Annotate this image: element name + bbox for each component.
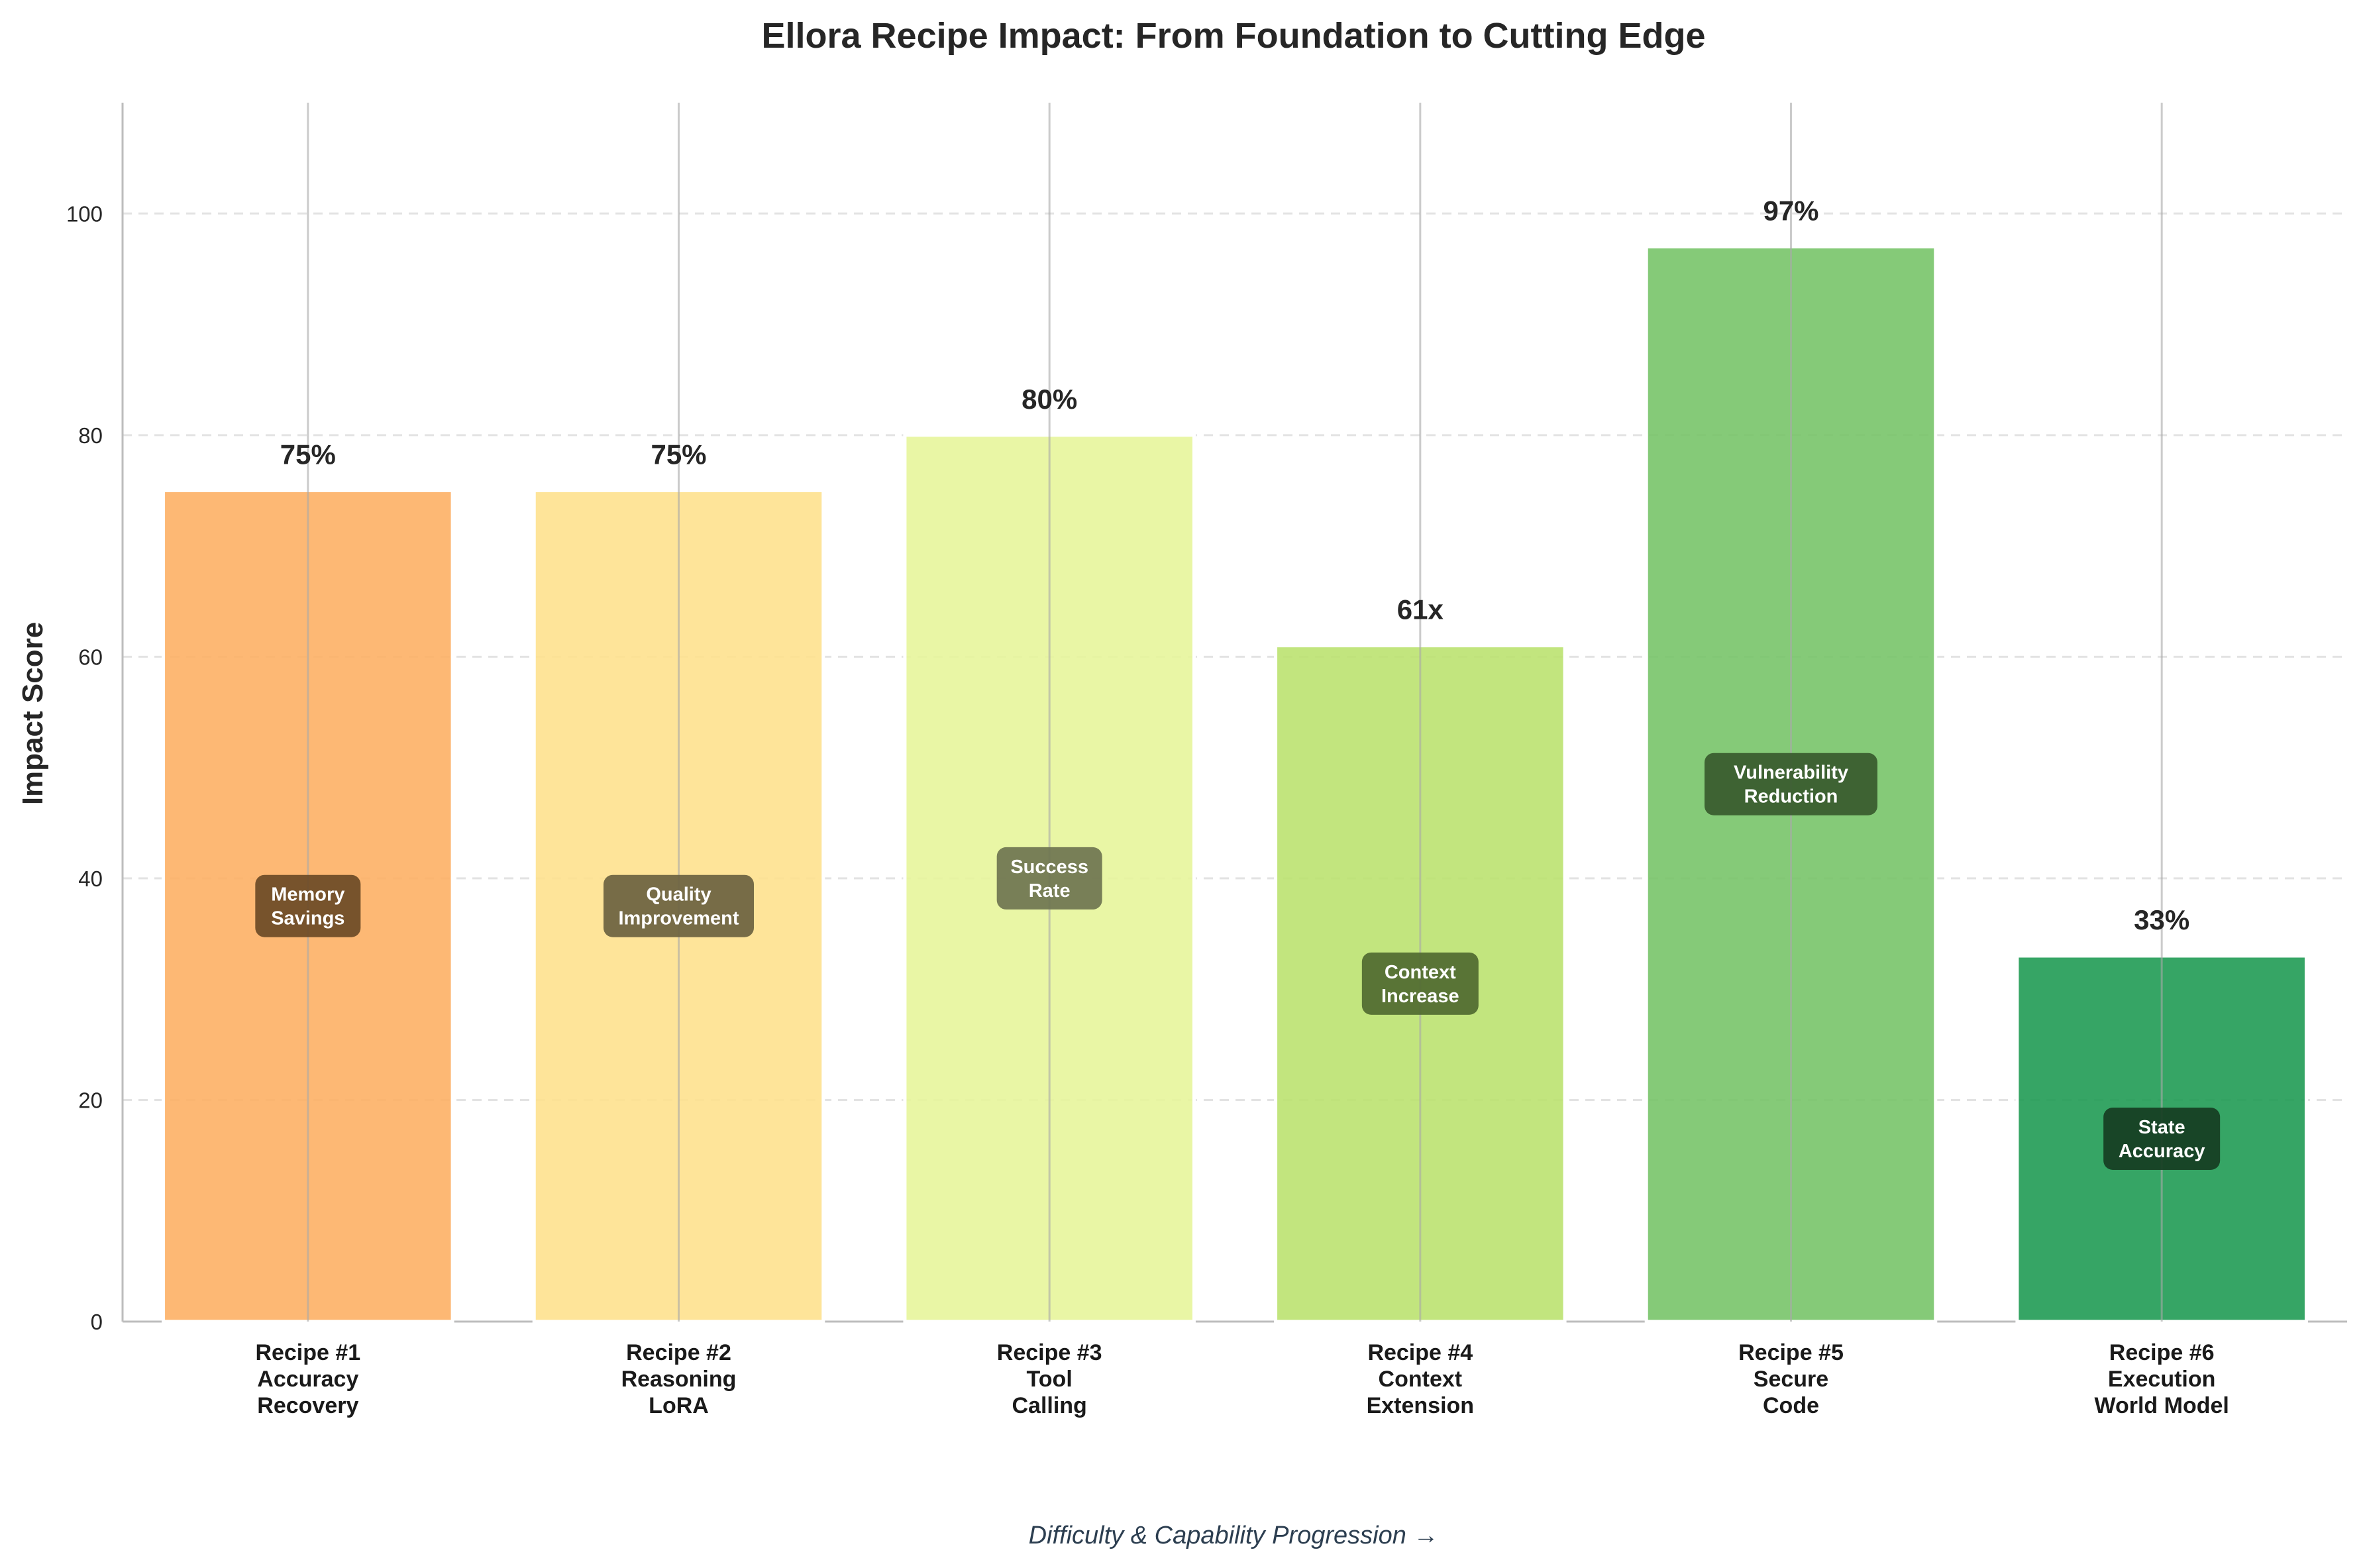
axes	[121, 103, 2347, 1323]
x-tick-label: Extension	[1367, 1393, 1474, 1418]
x-tick-label: Accuracy	[257, 1367, 358, 1392]
x-tick-label: Tool	[1027, 1367, 1073, 1392]
x-tick-label: Recipe #5	[1738, 1340, 1844, 1365]
metric-label-text: Improvement	[618, 908, 739, 929]
metric-label-text: Quality	[646, 884, 711, 906]
x-tick-label: Reasoning	[621, 1367, 737, 1392]
metric-label-box	[2103, 1108, 2221, 1170]
metric-label-text: Context	[1385, 962, 1456, 983]
x-tick-label: Code	[1763, 1393, 1819, 1418]
y-tick-label: 100	[66, 201, 103, 226]
metric-label-text: Accuracy	[2119, 1141, 2205, 1162]
x-tick-label: Recipe #6	[2109, 1340, 2215, 1365]
metric-label-text: Rate	[1029, 880, 1071, 902]
x-axis-label: Difficulty & Capability Progression →	[1029, 1522, 1439, 1549]
value-label: 61x	[1397, 594, 1444, 625]
metric-label-text: Success	[1010, 857, 1088, 878]
x-tick-label: Recipe #3	[997, 1340, 1102, 1365]
x-tick-label: Recipe #1	[255, 1340, 360, 1365]
value-label: 75%	[651, 439, 706, 470]
bar-guide-lines	[307, 103, 2163, 1322]
y-axis-label: Impact Score	[17, 622, 49, 805]
x-tick-label: LoRA	[649, 1393, 709, 1418]
metric-label-text: State	[2138, 1117, 2185, 1138]
x-tick-label: Recovery	[257, 1393, 358, 1418]
metric-label-box	[996, 847, 1102, 910]
x-tick-label: Recipe #2	[626, 1340, 731, 1365]
x-tick-label: World Model	[2094, 1393, 2229, 1418]
metric-label-text: Savings	[271, 908, 344, 929]
y-tick-label: 40	[78, 866, 103, 891]
metric-label-text: Reduction	[1744, 786, 1838, 808]
metric-label-text: Memory	[271, 884, 344, 906]
y-tick-label: 20	[78, 1088, 103, 1112]
y-tick-label: 80	[78, 423, 103, 448]
metric-label-box	[1361, 952, 1479, 1015]
bars	[162, 244, 2308, 1324]
x-tick-label: Secure	[1754, 1367, 1828, 1392]
gridlines	[123, 212, 2347, 1101]
value-label: 80%	[1022, 384, 1077, 415]
metric-label-box	[604, 874, 754, 937]
value-label: 75%	[280, 439, 336, 470]
y-tick-label: 60	[78, 645, 103, 669]
metric-label-box	[255, 874, 361, 937]
x-tick-label: Calling	[1012, 1393, 1086, 1418]
y-tick-label: 0	[91, 1310, 103, 1334]
x-tick-label: Recipe #4	[1367, 1340, 1473, 1365]
metric-label-text: Vulnerability	[1734, 762, 1848, 784]
chart-title: Ellora Recipe Impact: From Foundation to…	[761, 16, 1705, 56]
metric-label-text: Increase	[1381, 986, 1459, 1007]
value-label: 97%	[1763, 195, 1818, 226]
metric-label-box	[1705, 753, 1877, 815]
x-tick-label: Execution	[2108, 1367, 2215, 1392]
value-label: 33%	[2134, 904, 2189, 935]
x-tick-label: Context	[1379, 1367, 1463, 1392]
